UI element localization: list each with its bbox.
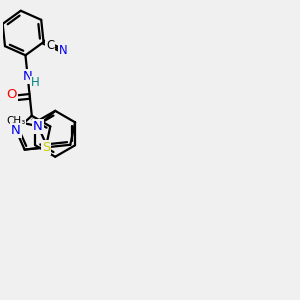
Text: N: N: [59, 44, 68, 58]
Text: N: N: [23, 70, 32, 83]
Text: N: N: [33, 120, 43, 133]
Text: O: O: [7, 88, 17, 101]
Text: H: H: [31, 76, 39, 89]
Text: CH₃: CH₃: [6, 116, 25, 126]
Text: C: C: [46, 38, 54, 52]
Text: S: S: [42, 141, 50, 154]
Text: N: N: [11, 124, 21, 136]
